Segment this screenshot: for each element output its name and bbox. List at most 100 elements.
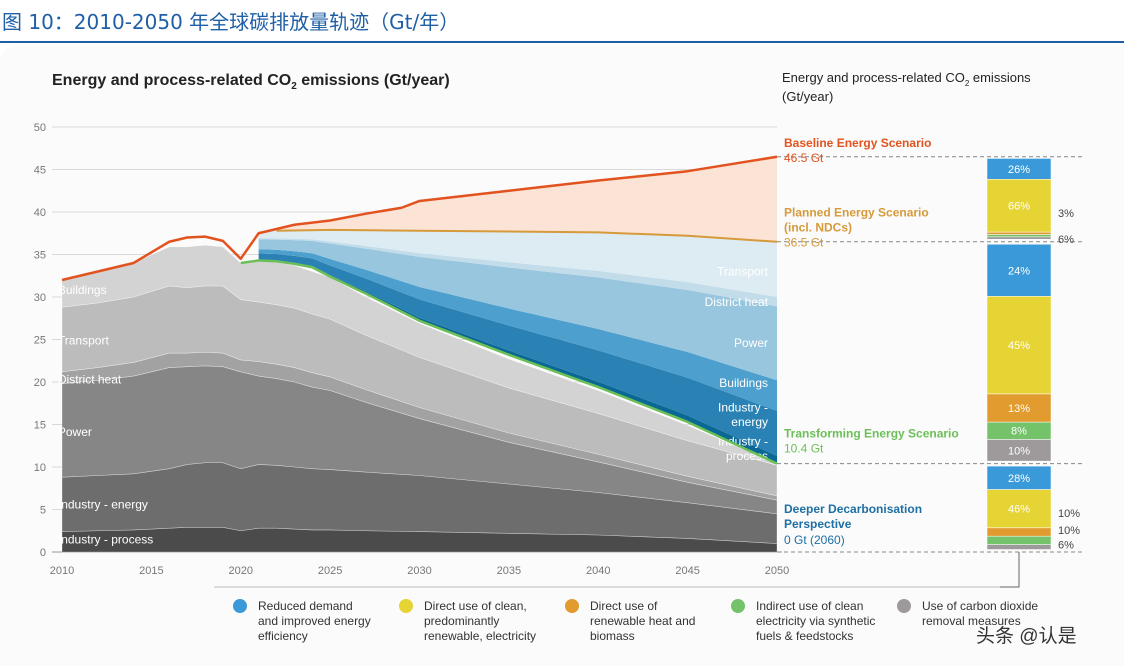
sector-area-buildings: [61, 244, 778, 466]
sector-label: Transport: [58, 333, 110, 347]
legend-label: and improved energy: [258, 614, 371, 628]
x-tick-label: 2025: [318, 565, 342, 577]
legend-label: Indirect use of clean: [756, 599, 863, 613]
legend-label: renewable heat and: [590, 614, 695, 628]
y-tick-label: 0: [40, 547, 46, 559]
legend-label: Direct use of clean,: [424, 599, 527, 613]
legend-label: predominantly: [424, 614, 499, 628]
emissions-chart: Energy and process-related CO2 emissions…: [34, 70, 1082, 647]
y-tick-label: 5: [40, 505, 46, 517]
breakdown-segment: [986, 527, 1052, 537]
breakdown-segment: [986, 296, 1052, 395]
x-tick-label: 2040: [586, 565, 610, 577]
legend-label: Use of carbon dioxide: [922, 599, 1038, 613]
legend-label: fuels & feedstocks: [756, 629, 853, 643]
sector-label: Buildings: [58, 283, 107, 297]
transforming-scenario-value: 10.4 Gt: [784, 441, 824, 455]
breakdown-title: Energy and process-related CO2 emissions: [782, 70, 1031, 88]
breakdown-segment: [986, 489, 1052, 529]
deeper-scenario-name: Deeper Decarbonisation: [784, 502, 922, 516]
breakdown-segment: [986, 179, 1052, 233]
breakdown-segment-label: 13%: [1008, 403, 1030, 415]
baseline-scenario-line: [61, 155, 778, 282]
breakdown-side-label: 10%: [1058, 508, 1080, 520]
legend-swatch: [565, 599, 579, 613]
x-tick-label: 2030: [407, 565, 431, 577]
band-label: Industry -: [718, 401, 768, 415]
breakdown-segment-label: 26%: [1008, 164, 1030, 176]
breakdown-segment: [986, 535, 1052, 545]
legend-label: electricity via synthetic: [756, 614, 875, 628]
band-label: process: [726, 449, 768, 463]
x-tick-label: 2010: [50, 565, 74, 577]
legend-label: efficiency: [258, 629, 308, 643]
breakdown-side-label: 6%: [1058, 539, 1074, 551]
deeper-scenario-value: 0 Gt (2060): [784, 533, 845, 547]
y-tick-label: 50: [34, 122, 46, 134]
y-tick-label: 15: [34, 420, 46, 432]
transforming-scenario-line: [240, 259, 778, 465]
legend-label: removal measures: [922, 614, 1021, 628]
breakdown-side-label: 6%: [1058, 234, 1074, 246]
title-rule: [0, 41, 1124, 43]
breakdown-segment: [986, 236, 1052, 240]
y-tick-label: 40: [34, 207, 46, 219]
breakdown-segment: [986, 158, 1052, 180]
y-tick-label: 25: [34, 335, 46, 347]
breakdown-segment: [986, 234, 1052, 238]
legend-label: renewable, electricity: [424, 629, 536, 643]
y-tick-label: 35: [34, 250, 46, 262]
x-tick-label: 2045: [675, 565, 699, 577]
sector-label: Power: [58, 425, 92, 439]
breakdown-segment: [986, 544, 1052, 550]
deeper-scenario-name-line2: Perspective: [784, 517, 852, 531]
sector-label: Industry - process: [58, 532, 153, 546]
band-label: Power: [734, 336, 768, 350]
breakdown-side-label: 3%: [1058, 208, 1074, 220]
y-tick-label: 20: [34, 377, 46, 389]
legend-label: biomass: [590, 629, 635, 643]
breakdown-segment-label: 45%: [1008, 340, 1030, 352]
y-tick-label: 45: [34, 165, 46, 177]
legend-label: Reduced demand: [258, 599, 353, 613]
breakdown-title-line2: (Gt/year): [782, 89, 833, 104]
breakdown-segment: [986, 465, 1052, 490]
sector-label: District heat: [58, 372, 122, 386]
baseline-scenario-value: 46.5 Gt: [784, 151, 824, 165]
breakdown-side-label: 10%: [1058, 525, 1080, 537]
reduction-band-power: [258, 239, 777, 381]
x-tick-label: 2050: [765, 565, 789, 577]
legend-connector: [1000, 552, 1020, 588]
planned-scenario-line: [276, 228, 778, 243]
planned-scenario-name-line2: (incl. NDCs): [784, 220, 852, 234]
breakdown-segment: [986, 393, 1052, 423]
legend-swatch: [233, 599, 247, 613]
x-tick-label: 2020: [229, 565, 253, 577]
breakdown-segment-label: 46%: [1008, 504, 1030, 516]
breakdown-segment: [986, 244, 1052, 297]
band-label: District heat: [705, 295, 769, 309]
band-label: Transport: [717, 265, 769, 279]
band-label: Buildings: [719, 376, 768, 390]
breakdown-segment-label: 8%: [1011, 426, 1027, 438]
figure-title: 图 10：2010-2050 年全球碳排放量轨迹（Gt/年）: [2, 10, 460, 34]
transforming-scenario-name: Transforming Energy Scenario: [784, 426, 959, 440]
sector-label: Industry - energy: [58, 497, 148, 511]
legend-swatch: [399, 599, 413, 613]
legend-swatch: [897, 599, 911, 613]
x-tick-label: 2015: [139, 565, 163, 577]
breakdown-segment-label: 28%: [1008, 473, 1030, 485]
reduction-band-transport: [258, 229, 777, 297]
watermark: 头条 @认是: [976, 625, 1077, 647]
planned-scenario-value: 36.5 Gt: [784, 235, 824, 249]
chart-title: Energy and process-related CO2 emissions…: [52, 72, 450, 92]
x-tick-label: 2035: [497, 565, 521, 577]
legend-label: Direct use of: [590, 599, 658, 613]
planned-scenario-name: Planned Energy Scenario: [784, 205, 929, 219]
y-tick-label: 10: [34, 462, 46, 474]
legend-swatch: [731, 599, 745, 613]
breakdown-segment-label: 66%: [1008, 201, 1030, 213]
band-label: Industry -: [718, 435, 768, 449]
breakdown-segment-label: 24%: [1008, 265, 1030, 277]
baseline-scenario-name: Baseline Energy Scenario: [784, 136, 931, 150]
